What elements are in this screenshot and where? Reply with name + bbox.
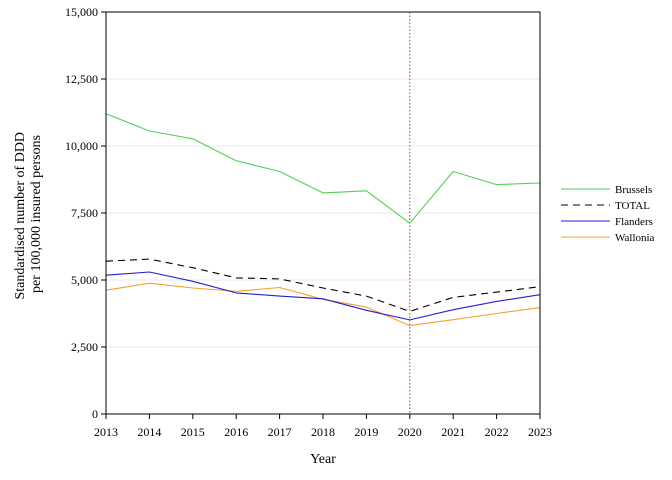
series-line-flanders [105,271,541,321]
y-tick-label: 7,500 [71,206,98,220]
x-tick-label: 2013 [94,425,118,439]
y-tick-label: 2,500 [71,340,98,354]
x-axis: 2013 2014 2015 2016 2017 2018 2019 2020 2021 2022… [94,414,552,439]
y-axis: 0 2,500 5,000 7,500 10,000 12,500 15,000 [65,5,106,421]
y-tick-label: 5,000 [71,273,98,287]
x-tick-label: 2017 [268,425,292,439]
x-axis-title: Year [310,452,336,467]
y-axis-title-line-2: per 100,000 insured persons [29,135,44,293]
x-tick-label: 2014 [137,425,161,439]
series-group [105,113,541,327]
x-tick-label: 2021 [441,425,465,439]
x-tick-label: 2020 [398,425,422,439]
x-tick-label: 2022 [485,425,509,439]
y-tick-label: 10,000 [65,139,98,153]
x-tick-label: 2023 [528,425,552,439]
legend-label-brussels: Brussels [615,184,652,196]
x-tick-label: 2018 [311,425,335,439]
y-axis-title-line-1: Standardised number of DDD [13,132,28,300]
x-tick-label: 2015 [181,425,205,439]
y-tick-label: 15,000 [65,5,98,19]
legend-label-wallonia: Wallonia [615,232,655,244]
x-tick-label: 2019 [354,425,378,439]
legend: Brussels TOTAL Flanders Wallonia [561,184,655,244]
y-tick-label: 12,500 [65,72,98,86]
series-line-brussels [105,113,541,224]
y-tick-label: 0 [92,407,98,421]
series-line-total [105,258,541,312]
legend-label-total: TOTAL [615,200,650,212]
legend-label-flanders: Flanders [615,216,653,228]
x-tick-label: 2016 [224,425,248,439]
y-axis-title: Standardised number of DDD per 100,000 i… [13,128,44,299]
